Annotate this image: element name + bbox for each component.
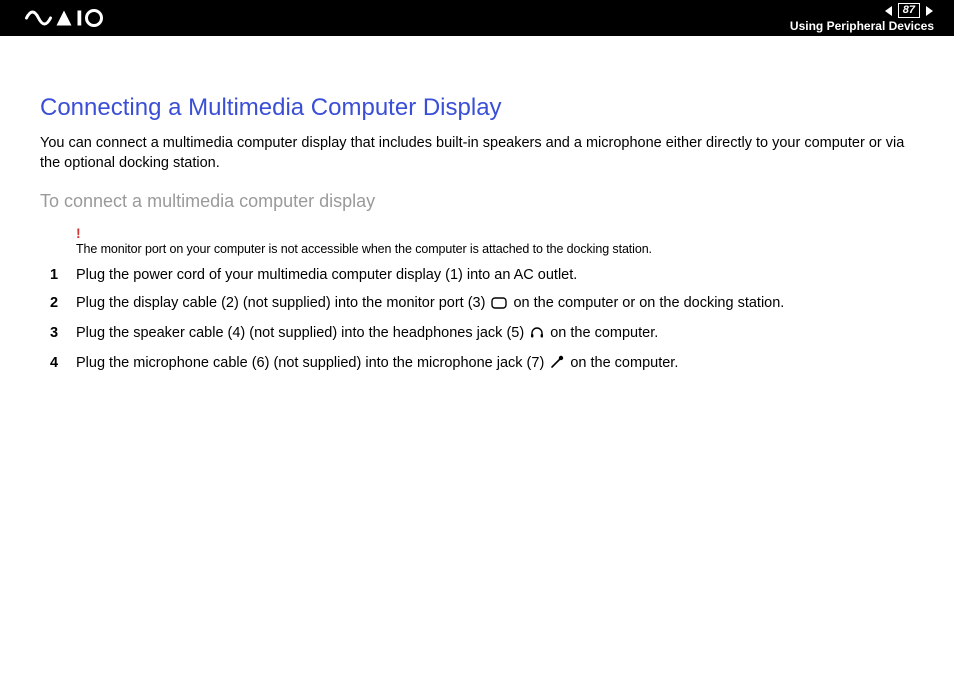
caution-mark: ! <box>76 226 914 240</box>
step-text-post: on the computer or on the docking statio… <box>509 295 784 311</box>
caution-text: The monitor port on your computer is not… <box>76 242 914 256</box>
page-navigator: 87 <box>884 3 934 18</box>
microphone-icon <box>550 355 564 375</box>
step-item: 4Plug the microphone cable (6) (not supp… <box>40 354 914 375</box>
step-text: Plug the speaker cable (4) (not supplied… <box>76 324 914 345</box>
header-right: 87 Using Peripheral Devices <box>790 3 934 33</box>
step-text: Plug the display cable (2) (not supplied… <box>76 294 914 315</box>
step-item: 3Plug the speaker cable (4) (not supplie… <box>40 324 914 345</box>
page-content: Connecting a Multimedia Computer Display… <box>0 36 954 375</box>
next-page-arrow[interactable] <box>924 6 934 16</box>
step-number: 3 <box>40 324 76 343</box>
prev-page-arrow[interactable] <box>884 6 894 16</box>
headphones-icon <box>530 325 544 345</box>
steps-list: 1Plug the power cord of your multimedia … <box>40 266 914 374</box>
step-text-pre: Plug the microphone cable (6) (not suppl… <box>76 355 548 371</box>
step-text-pre: Plug the power cord of your multimedia c… <box>76 267 577 283</box>
step-number: 2 <box>40 294 76 313</box>
step-number: 4 <box>40 354 76 373</box>
step-item: 1Plug the power cord of your multimedia … <box>40 266 914 285</box>
header-bar: 87 Using Peripheral Devices <box>0 0 954 36</box>
intro-paragraph: You can connect a multimedia computer di… <box>40 134 914 173</box>
step-text: Plug the microphone cable (6) (not suppl… <box>76 354 914 375</box>
step-text-pre: Plug the speaker cable (4) (not supplied… <box>76 325 528 341</box>
step-item: 2Plug the display cable (2) (not supplie… <box>40 294 914 315</box>
step-text-post: on the computer. <box>566 355 678 371</box>
step-text: Plug the power cord of your multimedia c… <box>76 266 914 285</box>
subheading: To connect a multimedia computer display <box>40 191 914 212</box>
step-text-pre: Plug the display cable (2) (not supplied… <box>76 295 489 311</box>
monitor-port-icon <box>491 296 507 315</box>
step-text-post: on the computer. <box>546 325 658 341</box>
vaio-logo <box>24 9 134 27</box>
page-title: Connecting a Multimedia Computer Display <box>40 94 914 122</box>
caution-note: ! The monitor port on your computer is n… <box>40 226 914 256</box>
section-label: Using Peripheral Devices <box>790 19 934 33</box>
step-number: 1 <box>40 266 76 285</box>
page-number: 87 <box>898 3 920 18</box>
